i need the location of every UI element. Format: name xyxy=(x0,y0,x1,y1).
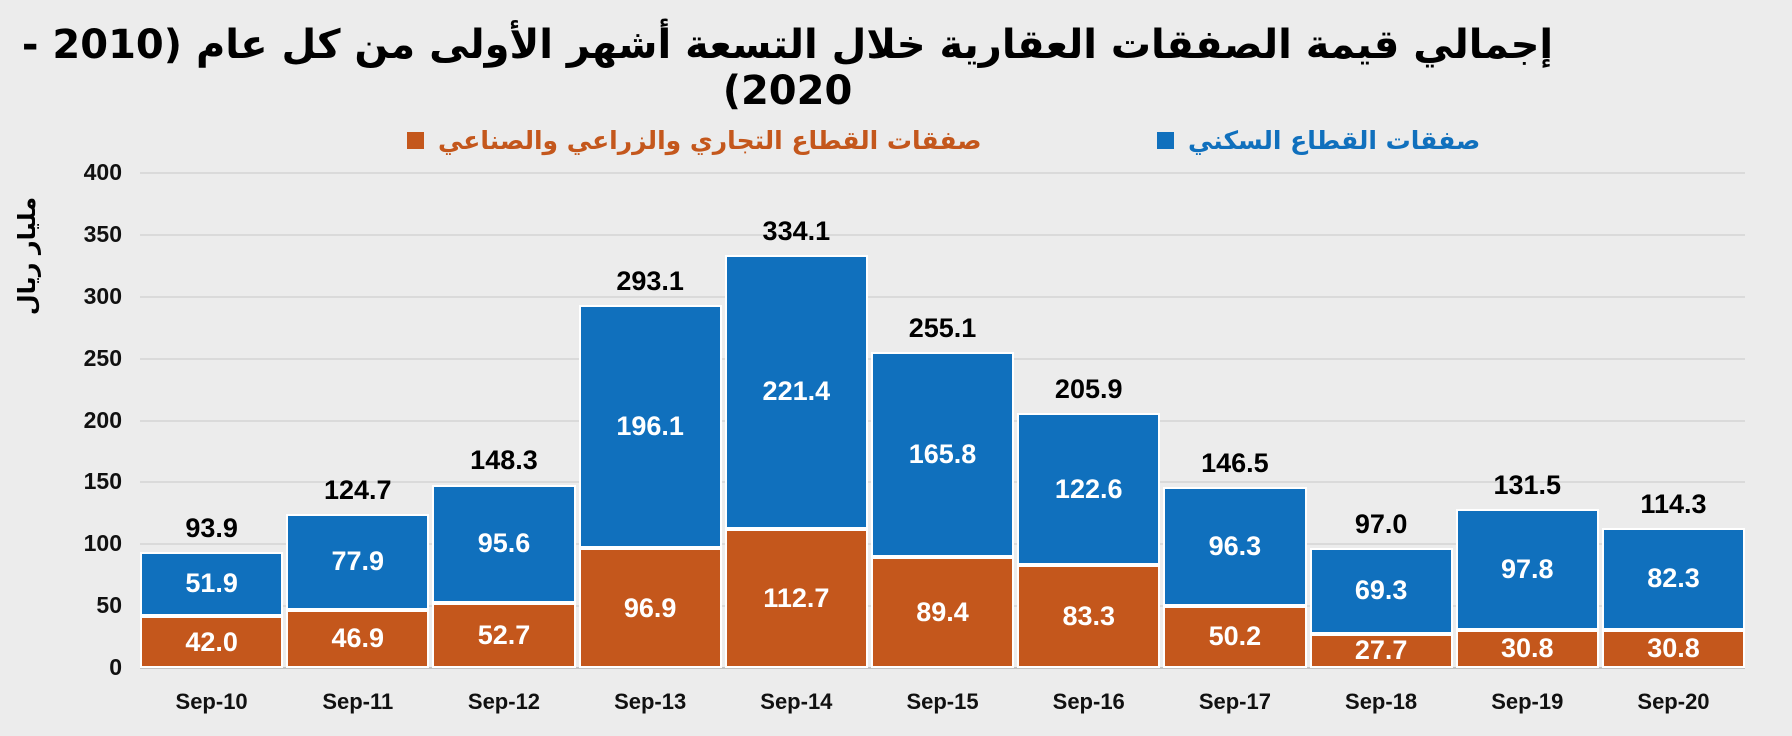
bar-column: 131.5 97.8 30.8 Sep-19 xyxy=(1455,173,1599,714)
bar-segment-residential: 196.1 xyxy=(578,305,722,549)
bar-column: 93.9 51.9 42.0 Sep-10 xyxy=(140,173,284,714)
y-tick-label: 50 xyxy=(96,592,122,619)
legend-item-commercial: صفقات القطاع التجاري والزراعي والصناعي xyxy=(407,126,982,155)
bar-segment-residential: 97.8 xyxy=(1455,508,1599,630)
y-tick-label: 400 xyxy=(83,159,122,185)
bar-segment-commercial: 30.8 xyxy=(1455,629,1599,668)
bar-segment-residential: 122.6 xyxy=(1017,413,1161,565)
total-label: 148.3 xyxy=(470,445,538,476)
total-label: 93.9 xyxy=(185,512,238,543)
bar-column: 97.0 69.3 27.7 Sep-18 xyxy=(1309,173,1453,714)
total-label: 293.1 xyxy=(616,266,684,297)
bar-segment-commercial: 27.7 xyxy=(1309,633,1453,668)
x-tick-label: Sep-20 xyxy=(1637,689,1710,714)
x-tick-label: Sep-15 xyxy=(906,689,979,714)
bar-column: 255.1 165.8 89.4 Sep-15 xyxy=(870,173,1015,714)
y-axis-title: مليار ريال xyxy=(13,196,41,316)
y-tick-label: 350 xyxy=(83,220,122,247)
x-tick-label: Sep-19 xyxy=(1491,689,1564,714)
bar-segment-residential: 82.3 xyxy=(1601,528,1746,630)
total-label: 146.5 xyxy=(1201,447,1269,478)
bar-segment-commercial: 83.3 xyxy=(1017,564,1161,668)
bar-column: 114.3 82.3 30.8 Sep-20 xyxy=(1601,173,1746,714)
bar-segment-residential: 165.8 xyxy=(870,352,1015,558)
x-tick-label: Sep-11 xyxy=(322,689,394,714)
bar-column: 146.5 96.3 50.2 Sep-17 xyxy=(1163,173,1307,714)
y-tick-label: 150 xyxy=(83,468,122,495)
bar-column: 293.1 196.1 96.9 Sep-13 xyxy=(578,173,722,714)
gridline xyxy=(140,233,1745,236)
chart-title: إجمالي قيمة الصفقات العقارية خلال التسعة… xyxy=(21,22,1554,114)
commercial-legend-label: صفقات القطاع التجاري والزراعي والصناعي xyxy=(438,126,982,155)
residential-legend-label: صفقات القطاع السكني xyxy=(1188,126,1481,155)
bar-segment-residential: 96.3 xyxy=(1163,486,1307,606)
total-label: 97.0 xyxy=(1354,508,1408,539)
x-tick-label: Sep-18 xyxy=(1345,689,1418,714)
bar-segment-commercial: 52.7 xyxy=(432,602,576,668)
y-tick-label: 0 xyxy=(109,654,122,680)
legend-item-residential: صفقات القطاع السكني xyxy=(1157,126,1480,155)
gridline xyxy=(140,295,1745,298)
bar-segment-residential: 221.4 xyxy=(724,254,868,529)
x-tick-label: Sep-13 xyxy=(614,689,687,714)
bar-segment-commercial: 96.9 xyxy=(578,548,722,668)
total-label: 124.7 xyxy=(323,474,392,505)
x-tick-label: Sep-12 xyxy=(467,689,541,714)
bar-segment-commercial: 46.9 xyxy=(286,609,430,668)
bar-segment-residential: 51.9 xyxy=(140,551,284,617)
bar-segment-commercial: 42.0 xyxy=(140,616,284,668)
total-label: 255.1 xyxy=(908,313,977,344)
total-label: 131.5 xyxy=(1493,469,1562,500)
commercial-legend-swatch-icon xyxy=(407,132,424,149)
bar-column: 124.7 77.9 46.9 Sep-11 xyxy=(286,173,430,714)
bar-segment-commercial: 30.8 xyxy=(1601,629,1746,668)
gridline xyxy=(140,172,1745,174)
total-label: 334.1 xyxy=(762,215,831,246)
bar-column: 148.3 95.6 52.7 Sep-12 xyxy=(432,173,576,714)
bar-segment-commercial: 89.4 xyxy=(870,557,1015,668)
total-label: 114.3 xyxy=(1640,489,1707,520)
gridline xyxy=(140,667,1745,669)
x-tick-label: Sep-10 xyxy=(175,689,248,714)
bar-column: 334.1 221.4 112.7 Sep-14 xyxy=(724,173,868,714)
residential-legend-swatch-icon xyxy=(1157,132,1174,149)
bar-segment-residential: 69.3 xyxy=(1309,547,1453,634)
bar-segment-commercial: 112.7 xyxy=(724,528,868,668)
x-tick-label: Sep-14 xyxy=(760,689,833,714)
total-label: 205.9 xyxy=(1054,374,1123,405)
x-tick-label: Sep-17 xyxy=(1198,689,1271,714)
plot-area: 93.9 51.9 42.0 Sep-10 124.7 77.9 46.9 Sep-11 148… xyxy=(140,172,1746,714)
y-tick-label: 300 xyxy=(83,282,122,309)
y-tick-label: 250 xyxy=(83,344,122,371)
x-tick-label: Sep-16 xyxy=(1052,689,1125,714)
bars-group: 93.9 51.9 42.0 Sep-10 124.7 77.9 46.9 Sep-11 148… xyxy=(140,173,1746,714)
y-tick-label: 100 xyxy=(83,530,122,557)
bar-segment-commercial: 50.2 xyxy=(1163,605,1307,668)
bar-segment-residential: 95.6 xyxy=(432,484,576,603)
y-tick-label: 200 xyxy=(83,406,122,433)
bar-segment-residential: 77.9 xyxy=(286,513,430,610)
bar-column: 205.9 122.6 83.3 Sep-16 xyxy=(1017,173,1161,714)
